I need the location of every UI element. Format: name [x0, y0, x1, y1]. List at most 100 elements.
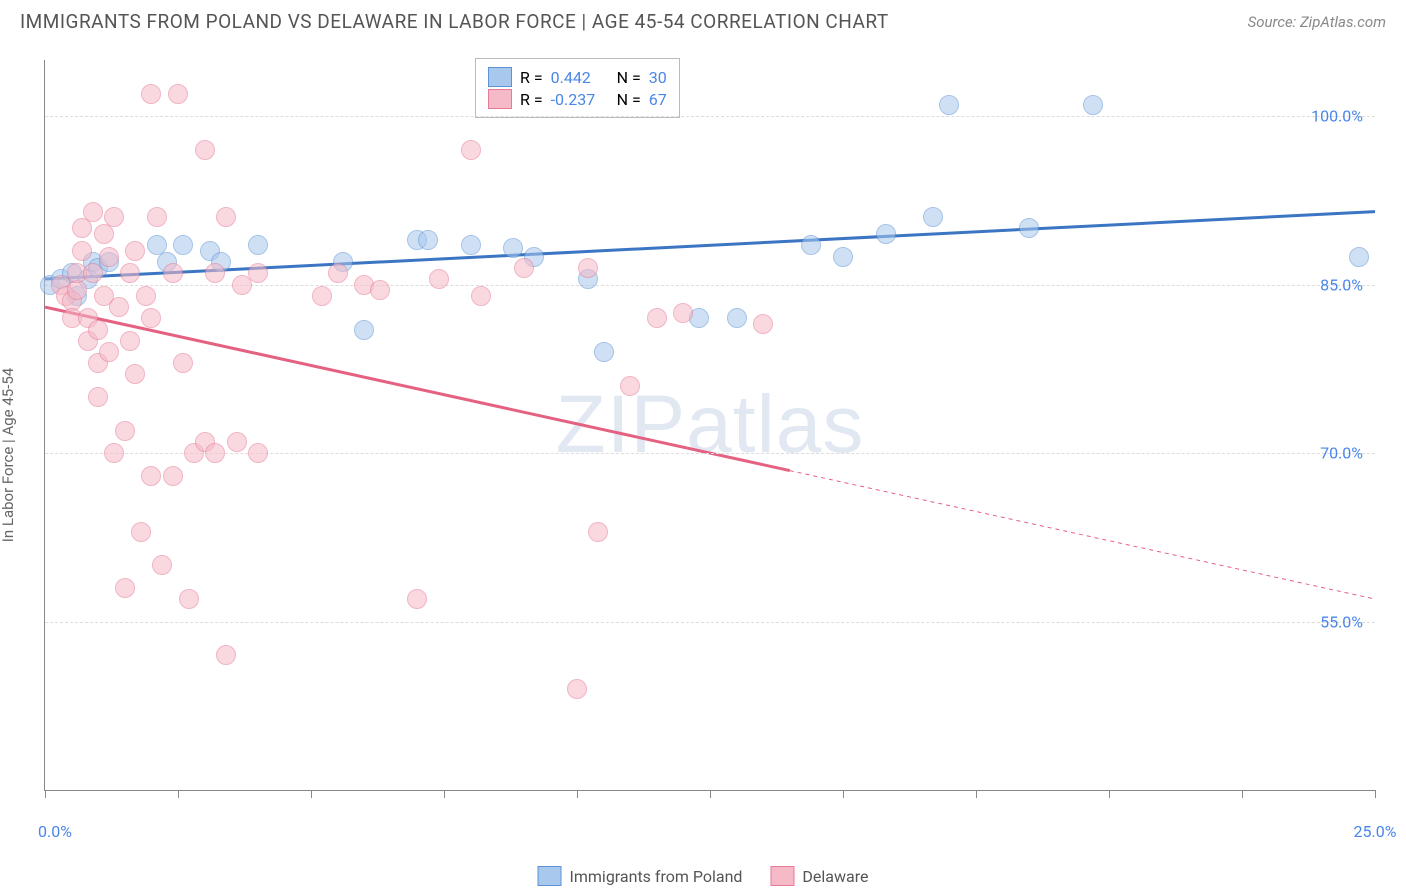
x-tick-label: 0.0% [38, 822, 72, 841]
data-point [115, 578, 135, 598]
legend-series-name: Delaware [802, 867, 868, 886]
gridline [45, 453, 1375, 454]
data-point [227, 432, 247, 452]
data-point [1019, 218, 1039, 238]
data-point [173, 353, 193, 373]
legend-item: Immigrants from Poland [538, 866, 743, 886]
data-point [125, 241, 145, 261]
data-point [99, 247, 119, 267]
data-point [503, 238, 523, 258]
legend-r-label: R = [520, 90, 543, 109]
data-point [147, 207, 167, 227]
data-point [104, 443, 124, 463]
data-point [1349, 247, 1369, 267]
data-point [216, 207, 236, 227]
x-tick [178, 790, 179, 798]
legend-row: R = -0.237 N = 67 [488, 89, 667, 109]
trend-lines [45, 60, 1375, 790]
legend-n-value: 67 [649, 90, 667, 109]
data-point [727, 308, 747, 328]
data-point [205, 443, 225, 463]
x-tick [1375, 790, 1376, 798]
data-point [115, 421, 135, 441]
legend-r-label: R = [520, 68, 543, 87]
data-point [429, 269, 449, 289]
data-point [461, 235, 481, 255]
data-point [753, 314, 773, 334]
watermark: ZIPatlas [556, 378, 865, 472]
legend-n-label: N = [617, 90, 641, 109]
data-point [99, 342, 119, 362]
plot-area: ZIPatlas R = 0.442 N = 30 R = -0.237 N =… [44, 60, 1375, 791]
legend-n-value: 30 [649, 68, 667, 87]
data-point [120, 331, 140, 351]
legend-row: R = 0.442 N = 30 [488, 67, 667, 87]
y-tick-label: 70.0% [1320, 444, 1363, 463]
data-point [83, 202, 103, 222]
y-tick-label: 85.0% [1320, 275, 1363, 294]
data-point [179, 589, 199, 609]
data-point [120, 263, 140, 283]
data-point [141, 84, 161, 104]
data-point [594, 342, 614, 362]
legend-swatch [770, 866, 794, 886]
data-point [173, 235, 193, 255]
data-point [88, 387, 108, 407]
data-point [418, 230, 438, 250]
data-point [104, 207, 124, 227]
data-point [83, 263, 103, 283]
data-point [205, 263, 225, 283]
chart-container: IMMIGRANTS FROM POLAND VS DELAWARE IN LA… [0, 0, 1406, 892]
legend-r-value: 0.442 [551, 68, 609, 87]
data-point [248, 235, 268, 255]
legend-series-name: Immigrants from Poland [570, 867, 743, 886]
x-tick [843, 790, 844, 798]
x-tick [311, 790, 312, 798]
legend-swatch [488, 89, 512, 109]
data-point [72, 241, 92, 261]
x-tick [710, 790, 711, 798]
data-point [588, 522, 608, 542]
data-point [461, 140, 481, 160]
x-tick [444, 790, 445, 798]
data-point [620, 376, 640, 396]
data-point [471, 286, 491, 306]
data-point [109, 297, 129, 317]
data-point [514, 258, 534, 278]
x-tick [976, 790, 977, 798]
data-point [801, 235, 821, 255]
data-point [1083, 95, 1103, 115]
data-point [673, 303, 693, 323]
data-point [939, 95, 959, 115]
data-point [141, 466, 161, 486]
gridline [45, 622, 1375, 623]
data-point [88, 320, 108, 340]
data-point [136, 286, 156, 306]
legend-item: Delaware [770, 866, 868, 886]
data-point [248, 443, 268, 463]
data-point [216, 645, 236, 665]
data-point [163, 263, 183, 283]
data-point [407, 589, 427, 609]
data-point [125, 364, 145, 384]
data-point [168, 84, 188, 104]
data-point [131, 522, 151, 542]
legend-r-value: -0.237 [551, 90, 609, 109]
data-point [876, 224, 896, 244]
source-label: Source: ZipAtlas.com [1248, 13, 1386, 31]
x-tick-label: 25.0% [1354, 822, 1397, 841]
y-axis-label: In Labor Force | Age 45-54 [0, 368, 17, 542]
data-point [578, 258, 598, 278]
gridline [45, 116, 1375, 117]
legend-n-label: N = [617, 68, 641, 87]
data-point [248, 263, 268, 283]
series-legend: Immigrants from Poland Delaware [538, 866, 869, 886]
data-point [354, 320, 374, 340]
y-tick-label: 55.0% [1320, 612, 1363, 631]
y-tick-label: 100.0% [1311, 107, 1363, 126]
data-point [94, 224, 114, 244]
x-tick [1242, 790, 1243, 798]
data-point [163, 466, 183, 486]
legend-swatch [538, 866, 562, 886]
stats-legend: R = 0.442 N = 30 R = -0.237 N = 67 [475, 58, 680, 118]
